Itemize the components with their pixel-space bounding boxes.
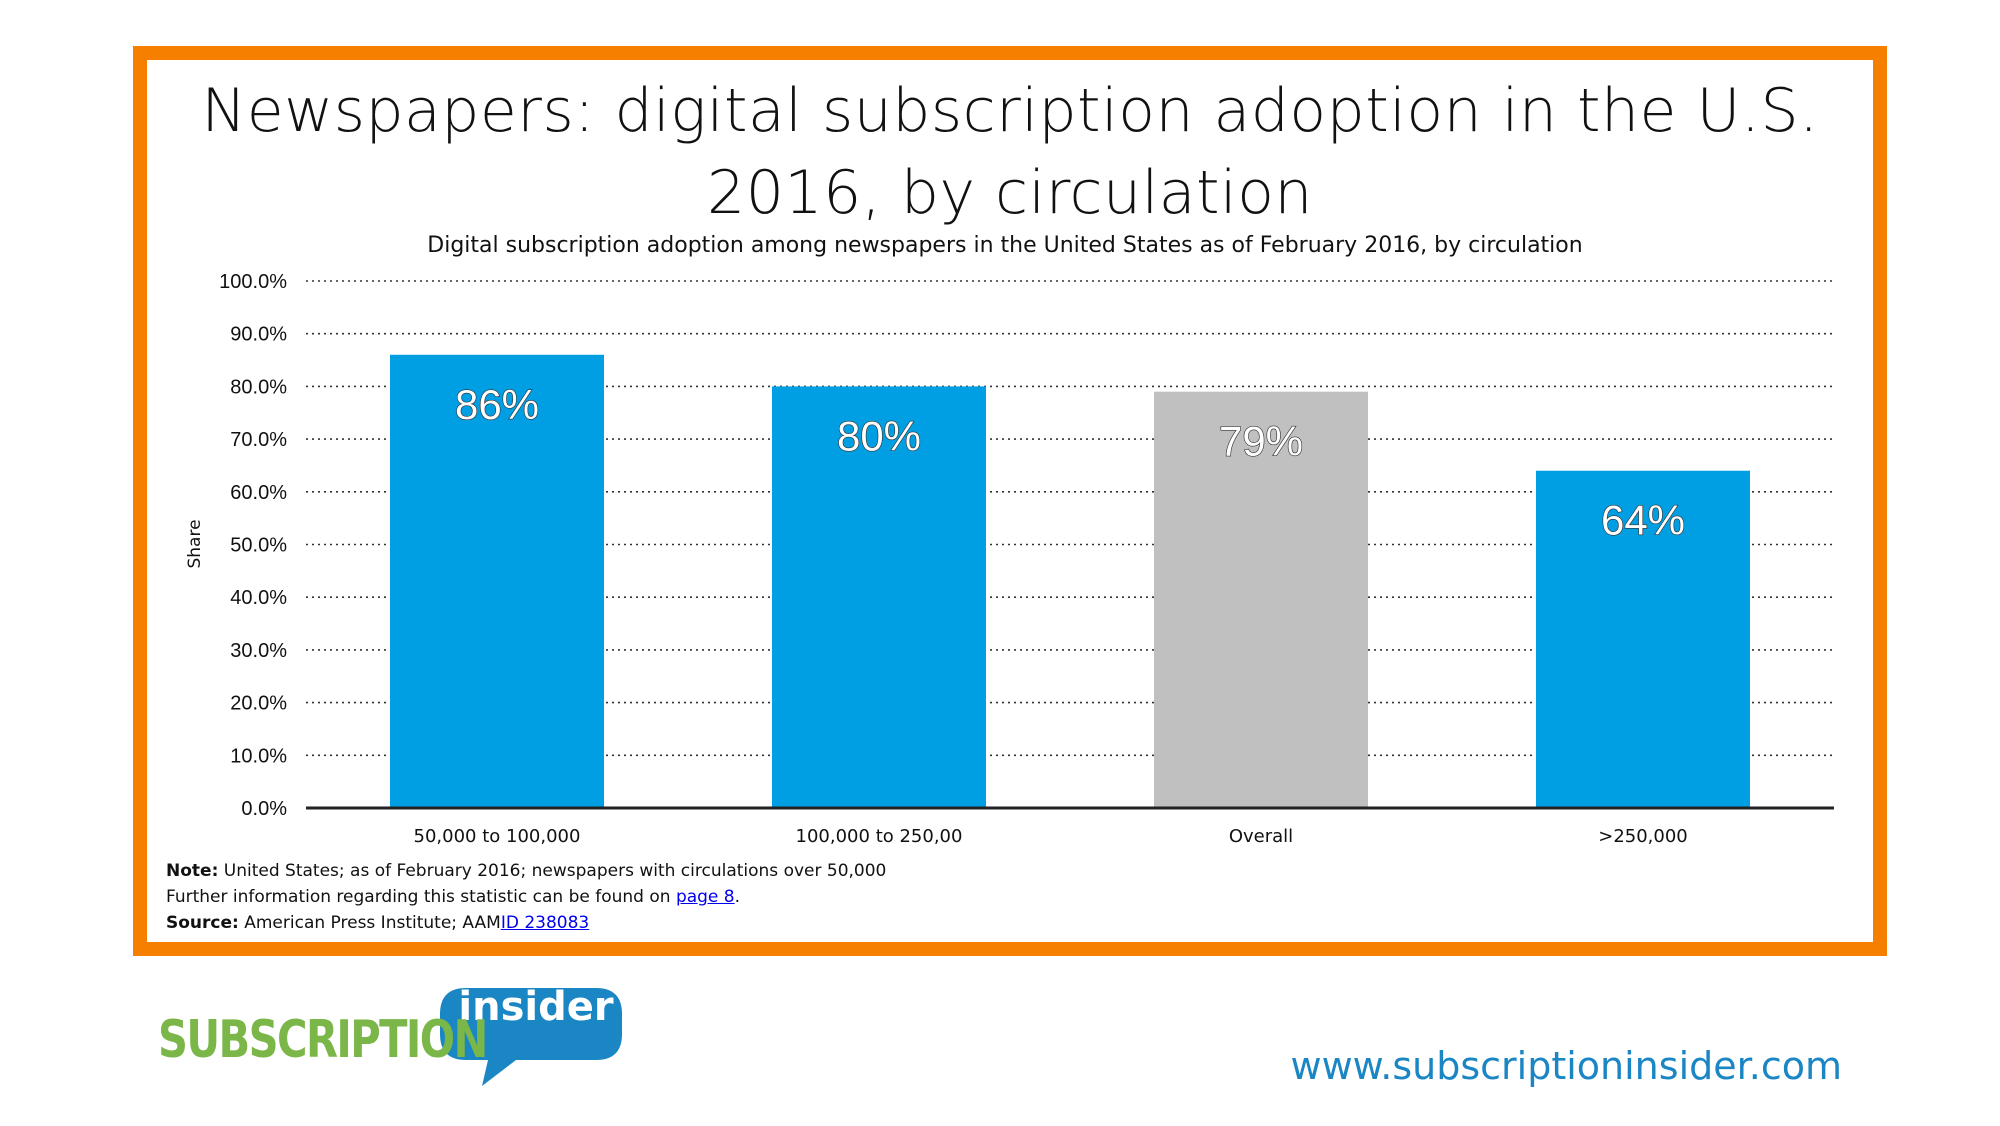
y-tick-label: 80.0% xyxy=(230,376,287,398)
chart-footnotes: Note: United States; as of February 2016… xyxy=(166,858,886,936)
website-url: www.subscriptioninsider.com xyxy=(1290,1044,1842,1088)
source-text: American Press Institute; AAM xyxy=(244,913,501,933)
bars xyxy=(390,354,1750,808)
y-tick-label: 30.0% xyxy=(230,640,287,662)
note-label: Note: xyxy=(166,861,219,881)
bar xyxy=(772,386,986,808)
x-category-label: >250,000 xyxy=(1598,826,1688,847)
data-label: 79% xyxy=(1219,418,1303,465)
page-link[interactable]: page 8 xyxy=(675,887,735,907)
x-category-label: Overall xyxy=(1229,826,1293,847)
data-label: 64% xyxy=(1601,497,1685,544)
y-tick-label: 20.0% xyxy=(230,693,287,715)
note-line: Note: United States; as of February 2016… xyxy=(166,858,886,884)
data-labels: 86% 80% 79% 64% xyxy=(454,380,1685,544)
y-tick-label: 60.0% xyxy=(230,482,287,504)
y-axis-title: Share xyxy=(185,519,205,568)
source-line: Source: American Press Institute; AAMID … xyxy=(166,910,886,936)
note-text: United States; as of February 2016; news… xyxy=(223,861,887,881)
further-text: Further information regarding this stati… xyxy=(166,887,671,907)
y-tick-label: 40.0% xyxy=(230,587,287,609)
data-label: 80% xyxy=(837,412,921,459)
x-axis-categories: 50,000 to 100,000 100,000 to 250,00 Overal… xyxy=(414,826,1688,847)
bar xyxy=(1154,391,1368,808)
x-category-label: 50,000 to 100,000 xyxy=(414,826,581,847)
further-info-line: Further information regarding this stati… xyxy=(166,884,886,910)
statistic-id-link[interactable]: ID 238083 xyxy=(500,913,590,933)
chart-subtitle: Digital subscription adoption among news… xyxy=(427,233,1582,258)
logo-insider-word: insider xyxy=(458,984,614,1030)
bar xyxy=(390,354,604,808)
y-tick-label: 70.0% xyxy=(230,429,287,451)
y-tick-label: 90.0% xyxy=(230,324,287,346)
speech-bubble-icon xyxy=(440,988,622,1086)
source-label: Source: xyxy=(166,913,239,933)
subscription-insider-logo: insider SUBSCRIPTION xyxy=(158,982,622,1094)
data-label: 86% xyxy=(455,381,539,428)
y-tick-label: 50.0% xyxy=(230,535,287,557)
bar xyxy=(1536,470,1750,808)
x-category-label: 100,000 to 250,00 xyxy=(796,826,963,847)
y-tick-label: 100.0% xyxy=(219,271,287,293)
further-end: . xyxy=(734,887,741,907)
page-title: Newspapers: digital subscription adoptio… xyxy=(201,76,1819,228)
y-axis-ticks: 0.0% 10.0% 20.0% 30.0% 40.0% 50.0% 60.0% 70.0% 8… xyxy=(219,271,287,820)
logo-subscription-word: SUBSCRIPTION xyxy=(158,1010,488,1070)
y-tick-label: 10.0% xyxy=(230,745,287,767)
y-tick-label: 0.0% xyxy=(241,798,287,820)
